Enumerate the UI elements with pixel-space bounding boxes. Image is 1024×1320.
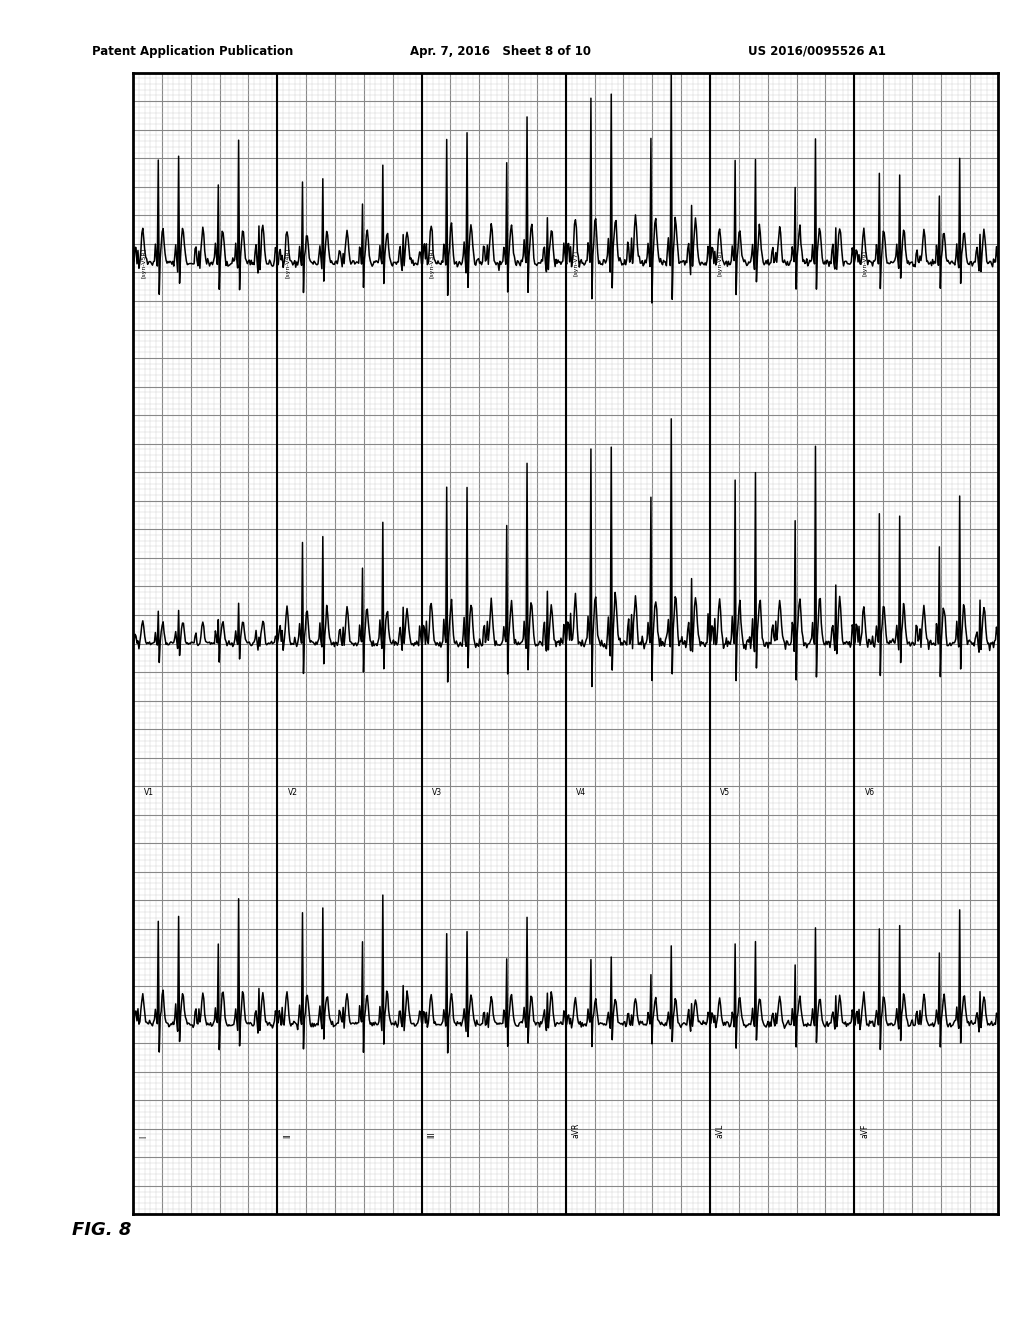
Text: US 2016/0095526 A1: US 2016/0095526 A1	[748, 45, 886, 58]
Text: II: II	[284, 1134, 292, 1138]
Text: V5: V5	[720, 788, 730, 797]
Text: aVF: aVF	[860, 1123, 869, 1138]
Text: Patent Application Publication: Patent Application Publication	[92, 45, 294, 58]
Text: FIG. 8: FIG. 8	[72, 1221, 131, 1239]
Text: III: III	[427, 1131, 436, 1138]
Text: aVL: aVL	[716, 1125, 725, 1138]
Text: [syn-V4R]: [syn-V4R]	[286, 248, 290, 279]
Text: [syn-V8]: [syn-V8]	[718, 249, 723, 276]
Text: Apr. 7, 2016   Sheet 8 of 10: Apr. 7, 2016 Sheet 8 of 10	[410, 45, 591, 58]
Text: aVR: aVR	[571, 1123, 581, 1138]
Text: V4: V4	[577, 788, 587, 797]
Text: V6: V6	[864, 788, 874, 797]
Text: [syn-V5R]: [syn-V5R]	[141, 248, 146, 279]
Text: V2: V2	[288, 788, 298, 797]
Text: [syn-V3R]: [syn-V3R]	[429, 248, 434, 279]
Text: V1: V1	[143, 788, 154, 797]
Text: [syn-V9]: [syn-V9]	[862, 249, 867, 276]
Text: [syn-V7]: [syn-V7]	[573, 249, 579, 276]
Text: I: I	[139, 1137, 148, 1138]
Text: V3: V3	[432, 788, 442, 797]
